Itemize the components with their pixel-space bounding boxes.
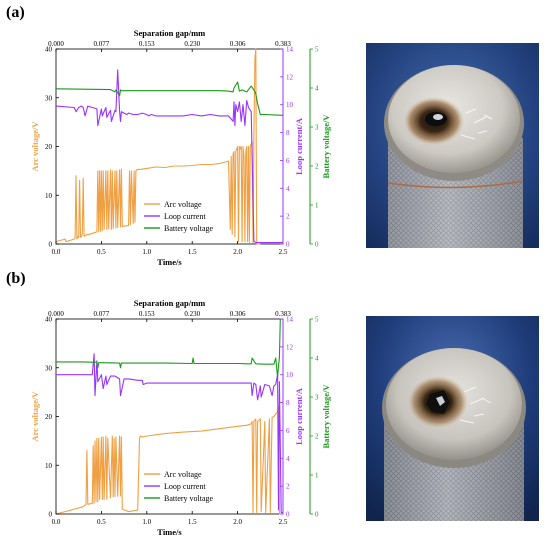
top-x-tick-label: 0.000 bbox=[48, 40, 64, 48]
chart-b: 0.0 0.5 1.0 1.5 2.0 2.5 Time/s 0.000 0.077 0.153 0… bbox=[30, 298, 331, 537]
series-line-loop-current bbox=[56, 353, 283, 514]
series-line-battery-voltage bbox=[56, 318, 283, 379]
top-x-tick-label: 0.077 bbox=[94, 310, 110, 318]
legend-label: Loop current bbox=[164, 482, 206, 491]
series-line-battery-voltage bbox=[55, 81, 284, 116]
right1-y-tick-label: 12 bbox=[286, 73, 294, 81]
right1-y-tick-label: 10 bbox=[286, 371, 294, 379]
right1-y-tick-label: 8 bbox=[286, 399, 290, 407]
x-tick-label: 2.0 bbox=[233, 518, 242, 526]
panel-b-label: (b) bbox=[6, 270, 26, 287]
right2-y-tick-label: 2 bbox=[315, 163, 319, 171]
right1-y-axis-title: Loop current/A bbox=[294, 387, 304, 445]
top-x-tick-label: 0.153 bbox=[139, 310, 155, 318]
battery-photo-a bbox=[366, 43, 539, 248]
x-tick-label: 2.0 bbox=[233, 248, 242, 256]
top-x-tick-label: 0.000 bbox=[48, 310, 64, 318]
top-x-tick-label: 0.383 bbox=[275, 310, 291, 318]
top-x-tick-label: 0.230 bbox=[184, 40, 200, 48]
x-tick-label: 1.0 bbox=[142, 248, 151, 256]
x-tick-label: 1.5 bbox=[188, 518, 197, 526]
left-y-tick-label: 10 bbox=[45, 462, 53, 470]
right1-y-tick-label: 8 bbox=[286, 129, 290, 137]
right1-y-tick-label: 0 bbox=[286, 511, 290, 519]
right2-y-tick-label: 3 bbox=[315, 124, 319, 132]
x-tick-label: 0.5 bbox=[97, 248, 106, 256]
top-x-tick-label: 0.153 bbox=[139, 40, 155, 48]
right1-y-tick-label: 6 bbox=[286, 157, 290, 165]
right1-y-axis-title: Loop current/A bbox=[294, 117, 304, 175]
legend-label: Arc voltage bbox=[164, 200, 202, 209]
right2-y-tick-label: 0 bbox=[315, 511, 319, 519]
top-x-axis-title: Separation gap/mm bbox=[134, 28, 206, 38]
left-y-tick-label: 40 bbox=[45, 46, 53, 54]
x-tick-label: 0.0 bbox=[52, 518, 61, 526]
right2-y-tick-label: 2 bbox=[315, 433, 319, 441]
right1-y-tick-label: 14 bbox=[286, 316, 294, 324]
x-tick-label: 2.5 bbox=[279, 248, 288, 256]
legend-label: Battery voltage bbox=[164, 224, 214, 233]
top-x-tick-label: 0.383 bbox=[275, 40, 291, 48]
left-y-tick-label: 30 bbox=[45, 364, 53, 372]
left-y-tick-label: 40 bbox=[45, 316, 53, 324]
left-y-tick-label: 0 bbox=[49, 511, 53, 519]
top-x-axis-title: Separation gap/mm bbox=[134, 298, 206, 308]
series-line-arc-voltage bbox=[55, 48, 261, 245]
legend-label: Battery voltage bbox=[164, 494, 214, 503]
legend-label: Arc voltage bbox=[164, 470, 202, 479]
x-tick-label: 0.5 bbox=[97, 518, 106, 526]
x-axis-title: Time/s bbox=[157, 257, 182, 267]
right2-y-tick-label: 3 bbox=[315, 394, 319, 402]
right2-y-tick-label: 1 bbox=[315, 472, 319, 480]
left-y-axis-title: Arc voltage/V bbox=[30, 121, 40, 172]
top-x-tick-label: 0.077 bbox=[94, 40, 110, 48]
top-x-tick-label: 0.230 bbox=[184, 310, 200, 318]
left-y-tick-label: 0 bbox=[49, 241, 53, 249]
right1-y-tick-label: 10 bbox=[286, 101, 294, 109]
right2-y-tick-label: 5 bbox=[315, 46, 319, 54]
photo-b bbox=[366, 316, 539, 521]
x-tick-label: 1.0 bbox=[142, 518, 151, 526]
left-y-tick-label: 20 bbox=[45, 413, 53, 421]
chart-a: 0.0 0.5 1.0 1.5 2.0 2.5 Time/s 0.000 0.077 0.153 0… bbox=[30, 28, 331, 267]
right1-y-tick-label: 12 bbox=[286, 343, 294, 351]
right1-y-tick-label: 14 bbox=[286, 46, 294, 54]
right1-y-tick-label: 0 bbox=[286, 241, 290, 249]
right2-y-tick-label: 0 bbox=[315, 241, 319, 249]
right2-y-tick-label: 5 bbox=[315, 316, 319, 324]
x-tick-label: 0.0 bbox=[52, 248, 61, 256]
right1-y-tick-label: 6 bbox=[286, 427, 290, 435]
left-y-tick-label: 10 bbox=[45, 192, 53, 200]
right1-y-tick-label: 4 bbox=[286, 455, 290, 463]
x-axis-title: Time/s bbox=[157, 527, 182, 537]
top-x-tick-label: 0.306 bbox=[230, 40, 246, 48]
series-line-arc-voltage bbox=[55, 406, 283, 515]
left-y-tick-label: 30 bbox=[45, 94, 53, 102]
right1-y-tick-label: 2 bbox=[286, 483, 290, 491]
right2-y-tick-label: 4 bbox=[315, 355, 319, 363]
left-y-tick-label: 20 bbox=[45, 143, 53, 151]
right2-y-axis-title: Battery voltage/V bbox=[321, 384, 331, 449]
right2-y-tick-label: 1 bbox=[315, 202, 319, 210]
right1-y-tick-label: 2 bbox=[286, 213, 290, 221]
left-y-axis-title: Arc voltage/V bbox=[30, 391, 40, 442]
right1-y-tick-label: 4 bbox=[286, 185, 290, 193]
series-line-loop-current bbox=[55, 69, 283, 244]
x-tick-label: 1.5 bbox=[188, 248, 197, 256]
right2-y-tick-label: 4 bbox=[315, 85, 319, 93]
top-x-tick-label: 0.306 bbox=[230, 310, 246, 318]
legend-label: Loop current bbox=[164, 212, 206, 221]
battery-photo-b bbox=[366, 316, 539, 521]
x-tick-label: 2.5 bbox=[279, 518, 288, 526]
right2-y-axis-title: Battery voltage/V bbox=[321, 114, 331, 179]
panel-a-label: (a) bbox=[6, 4, 25, 21]
photo-a bbox=[366, 43, 539, 248]
